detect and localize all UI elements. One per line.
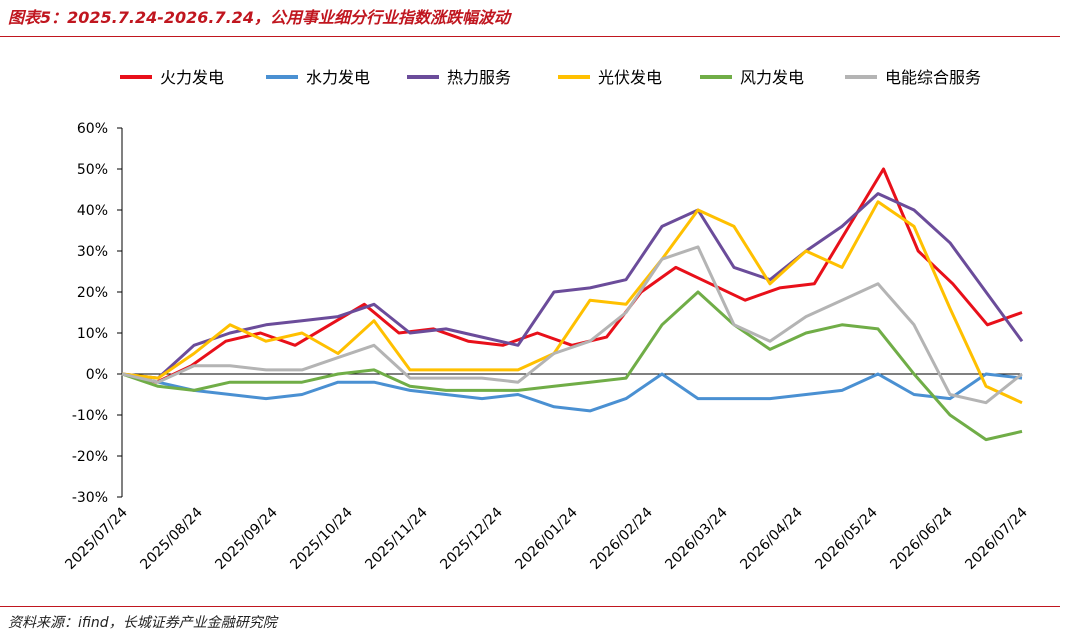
x-tick-label: 2026/05/24 [812,504,880,572]
legend-label: 火力发电 [160,68,224,87]
title-rule [0,36,1060,37]
y-tick-label: 40% [77,203,108,219]
y-tick-label: 30% [77,244,108,260]
series-line [121,372,1023,413]
y-tick-label: 50% [77,162,108,178]
series-line [121,200,1023,405]
y-tick-label: 10% [77,326,108,342]
y-tick-label: 60% [77,121,108,137]
series-line [121,245,1023,405]
chart-axes: -30% -20% -10% 0% 10% 20% 30% 40% 50% 60% 2025/07/… [62,121,1030,573]
x-tick-label: 2025/12/24 [437,504,505,572]
x-tick-label: 2026/03/24 [662,504,730,572]
x-tick-label: 2025/09/24 [212,504,280,572]
y-tick-label: -10% [72,408,108,424]
y-tick-label: -20% [72,449,108,465]
x-tick-label: 2026/01/24 [512,504,580,572]
x-tick-label: 2025/08/24 [137,504,205,572]
source-rule [0,606,1060,607]
series-line [121,290,1023,442]
x-tick-label: 2025/11/24 [362,504,430,572]
legend-label: 热力服务 [447,68,511,87]
x-tick-label: 2026/02/24 [587,504,655,572]
legend-label: 水力发电 [306,68,370,87]
x-tick-label: 2025/07/24 [62,504,130,572]
source-note: 资料来源：ifind，长城证券产业金融研究院 [8,615,277,631]
chart-legend: 火力发电 水力发电 热力服务 光伏发电 风力发电 电能综合服务 [120,68,981,87]
chart-series [121,167,1024,442]
y-tick-label: 0% [86,367,108,383]
series-line [121,192,1024,380]
x-tick-label: 2026/06/24 [887,504,955,572]
legend-label: 光伏发电 [598,68,662,87]
legend-label: 风力发电 [740,68,804,87]
legend-label: 电能综合服务 [885,68,981,87]
figure-title: 图表5：2025.7.24-2026.7.24，公用事业细分行业指数涨跌幅波动 [8,8,510,27]
y-tick-label: 20% [77,285,108,301]
x-tick-label: 2025/10/24 [287,504,355,572]
line-chart: 火力发电 水力发电 热力服务 光伏发电 风力发电 电能综合服务 -30% -20% -10% 0… [62,68,1030,573]
x-tick-label: 2026/04/24 [737,504,805,572]
y-tick-label: -30% [72,490,108,506]
x-tick-label: 2026/07/24 [962,504,1030,572]
series-line [121,167,1023,384]
